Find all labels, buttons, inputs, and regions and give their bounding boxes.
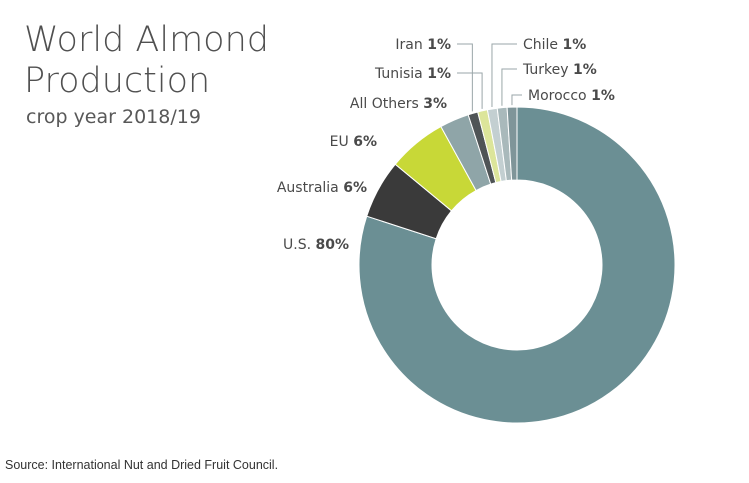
label-value-iran: 1% <box>427 37 451 53</box>
label-name-iran: Iran <box>395 37 427 53</box>
label-value-eu: 6% <box>353 134 377 150</box>
label-leader-lines <box>457 43 522 112</box>
chart-title-line-2: Production <box>24 61 211 101</box>
leader-chile <box>491 43 517 107</box>
leader-turkey <box>501 68 517 106</box>
donut-slices <box>358 106 676 424</box>
leader-morocco <box>511 94 522 106</box>
label-u-s: U.S. 80% <box>283 237 349 253</box>
slice-labels: U.S. 80%Australia 6%EU 6%All Others 3%Ir… <box>277 37 615 253</box>
leader-iran <box>457 43 473 112</box>
label-australia: Australia 6% <box>277 180 367 196</box>
label-turkey: Turkey 1% <box>522 62 597 78</box>
slice-u-s <box>358 106 676 424</box>
label-name-australia: Australia <box>277 180 343 196</box>
label-name-turkey: Turkey <box>522 62 573 78</box>
label-eu: EU 6% <box>330 134 377 150</box>
label-all-others: All Others 3% <box>350 96 447 112</box>
label-value-australia: 6% <box>343 180 367 196</box>
label-chile: Chile 1% <box>523 37 586 53</box>
label-name-morocco: Morocco <box>528 88 591 104</box>
label-name-chile: Chile <box>523 37 563 53</box>
source-note: Source: International Nut and Dried Frui… <box>5 458 279 472</box>
label-value-morocco: 1% <box>591 88 615 104</box>
leader-tunisia <box>457 72 483 109</box>
label-value-u-s: 80% <box>315 237 349 253</box>
label-value-tunisia: 1% <box>427 66 451 82</box>
label-value-turkey: 1% <box>573 62 597 78</box>
label-tunisia: Tunisia 1% <box>374 66 451 82</box>
slice-morocco <box>506 106 518 181</box>
label-value-chile: 1% <box>563 37 587 53</box>
label-value-all-others: 3% <box>423 96 447 112</box>
chart-subtitle: crop year 2018/19 <box>26 106 201 128</box>
label-name-u-s: U.S. <box>283 237 315 253</box>
label-morocco: Morocco 1% <box>528 88 615 104</box>
chart-title: World Almond Production <box>24 20 269 102</box>
label-name-tunisia: Tunisia <box>374 66 427 82</box>
chart-title-line-1: World Almond <box>24 20 269 60</box>
label-iran: Iran 1% <box>395 37 451 53</box>
label-name-all-others: All Others <box>350 96 423 112</box>
label-name-eu: EU <box>330 134 354 150</box>
